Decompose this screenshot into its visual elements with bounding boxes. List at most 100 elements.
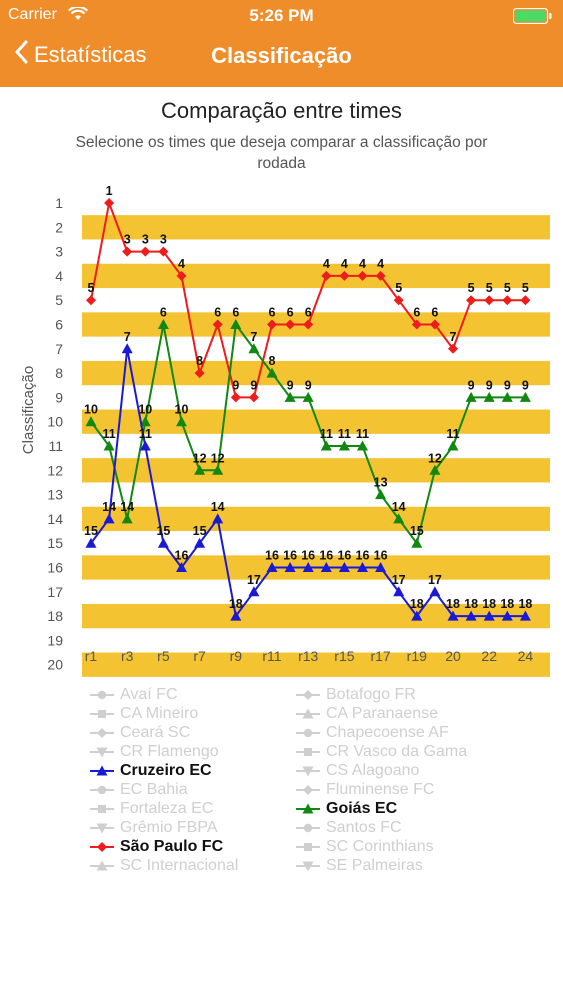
data-label-cruzeiro-ec: 17: [392, 573, 406, 587]
legend-label: SC Corinthians: [326, 837, 434, 855]
legend-marker-icon: [90, 765, 114, 775]
legend-item-ec-bahia[interactable]: EC Bahia: [88, 780, 188, 799]
legend-item-cs-alagoano[interactable]: CS Alagoano: [294, 761, 419, 780]
legend-item-santos-fc[interactable]: Santos FC: [294, 818, 402, 837]
legend-marker-icon: [296, 728, 320, 737]
data-label-s-o-paulo-fc: 4: [359, 257, 366, 271]
team-legend: Avaí FC CA Mineiro Ceará SC CR Flamengo Cruz…: [88, 685, 548, 880]
data-point-goi-s-ec: [357, 440, 368, 451]
legend-item-cr-vasco-da-gama[interactable]: CR Vasco da Gama: [294, 742, 467, 761]
data-label-cruzeiro-ec: 18: [446, 597, 460, 611]
data-point-s-o-paulo-fc: [375, 270, 386, 281]
data-point-cruzeiro-ec: [501, 610, 513, 621]
data-point-s-o-paulo-fc: [502, 295, 513, 306]
chart-band: [82, 458, 550, 483]
chart-subtitle: Selecione os times que deseja comparar a…: [75, 134, 488, 172]
data-point-goi-s-ec: [139, 416, 151, 427]
data-point-goi-s-ec: [302, 391, 314, 402]
legend-item-ca-mineiro[interactable]: CA Mineiro: [88, 704, 198, 723]
data-label-cruzeiro-ec: 18: [500, 597, 514, 611]
data-label-goi-s-ec: 10: [138, 403, 152, 417]
data-label-s-o-paulo-fc: 6: [413, 306, 420, 320]
legend-marker-icon: [90, 804, 114, 813]
data-point-cruzeiro-ec: [139, 440, 151, 451]
data-point-s-o-paulo-fc: [429, 319, 440, 330]
legend-label: Botafogo FR: [326, 685, 416, 703]
data-point-cruzeiro-ec: [230, 610, 242, 621]
x-tick-label: r7: [193, 648, 206, 664]
legend-item-gr-mio-fbpa[interactable]: Grêmio FBPA: [88, 818, 218, 837]
legend-item-cr-flamengo[interactable]: CR Flamengo: [88, 742, 219, 761]
legend-item-se-palmeiras[interactable]: SE Palmeiras: [294, 856, 423, 875]
data-label-cruzeiro-ec: 16: [283, 549, 297, 563]
legend-item-botafogo-fr[interactable]: Botafogo FR: [294, 685, 416, 704]
data-label-cruzeiro-ec: 15: [84, 524, 98, 538]
y-tick-label: 11: [48, 438, 63, 454]
legend-item-s-o-paulo-fc[interactable]: São Paulo FC: [88, 837, 223, 856]
y-tick-label: 9: [55, 389, 63, 405]
data-point-s-o-paulo-fc: [411, 319, 422, 330]
data-label-cruzeiro-ec: 14: [211, 500, 225, 514]
legend-item-ca-paranaense[interactable]: CA Paranaense: [294, 704, 438, 723]
data-point-goi-s-ec: [157, 319, 169, 329]
legend-item-sc-internacional[interactable]: SC Internacional: [88, 856, 238, 875]
legend-item-cear-sc[interactable]: Ceará SC: [88, 723, 190, 742]
x-tick-label: r3: [121, 648, 134, 664]
legend-item-fluminense-fc[interactable]: Fluminense FC: [294, 780, 434, 799]
legend-label: Goiás EC: [326, 799, 398, 817]
data-label-goi-s-ec: 11: [320, 427, 333, 441]
data-point-cruzeiro-ec: [266, 562, 278, 572]
data-point-s-o-paulo-fc: [194, 368, 205, 379]
y-tick-label: 5: [55, 292, 63, 308]
legend-marker-icon: [296, 803, 320, 813]
legend-label: São Paulo FC: [120, 837, 224, 855]
data-point-goi-s-ec: [465, 391, 477, 402]
legend-label: SC Internacional: [120, 856, 239, 874]
data-point-goi-s-ec: [103, 440, 115, 451]
legend-label: Avaí FC: [120, 685, 178, 703]
legend-label: Chapecoense AF: [326, 723, 449, 741]
data-label-s-o-paulo-fc: 6: [431, 306, 438, 320]
data-point-cruzeiro-ec: [284, 562, 296, 572]
legend-marker-icon: [296, 861, 320, 871]
status-bar: Carrier 5:26 PM: [0, 4, 563, 26]
data-label-cruzeiro-ec: 16: [301, 549, 315, 563]
data-point-s-o-paulo-fc: [267, 319, 277, 330]
y-tick-label: 13: [47, 487, 63, 503]
data-label-goi-s-ec: 9: [305, 378, 312, 392]
data-point-s-o-paulo-fc: [230, 392, 241, 403]
data-label-goi-s-ec: 8: [269, 354, 276, 368]
legend-marker-icon: [296, 708, 320, 718]
data-point-goi-s-ec: [393, 513, 405, 524]
legend-item-chapecoense-af[interactable]: Chapecoense AF: [294, 723, 449, 742]
data-point-goi-s-ec: [176, 416, 187, 427]
data-point-cruzeiro-ec: [302, 562, 314, 572]
legend-item-fortaleza-ec[interactable]: Fortaleza EC: [88, 799, 213, 818]
data-label-cruzeiro-ec: 16: [356, 549, 370, 563]
chart-band: [82, 360, 550, 386]
page-title: Classificação: [211, 43, 352, 68]
data-label-goi-s-ec: 9: [504, 378, 511, 392]
carrier-label: Carrier: [8, 6, 57, 23]
x-tick-label: r11: [262, 648, 281, 664]
legend-item-ava-fc[interactable]: Avaí FC: [88, 685, 178, 704]
data-label-s-o-paulo-fc: 9: [250, 378, 257, 392]
wifi-icon: [68, 5, 88, 26]
data-label-goi-s-ec: 11: [446, 427, 459, 441]
data-label-s-o-paulo-fc: 4: [178, 257, 185, 271]
back-button[interactable]: Estatísticas: [14, 40, 146, 69]
legend-item-goi-s-ec[interactable]: Goiás EC: [294, 799, 397, 818]
chevron-left-icon: [14, 40, 28, 69]
data-point-goi-s-ec: [375, 489, 387, 500]
data-point-goi-s-ec: [483, 391, 495, 402]
legend-marker-icon: [90, 841, 114, 852]
data-point-cruzeiro-ec: [212, 513, 224, 524]
legend-item-sc-corinthians[interactable]: SC Corinthians: [294, 837, 434, 856]
data-point-s-o-paulo-fc: [448, 343, 458, 354]
y-tick-label: 18: [47, 608, 63, 624]
data-label-s-o-paulo-fc: 9: [232, 378, 239, 392]
legend-item-cruzeiro-ec[interactable]: Cruzeiro EC: [88, 761, 212, 780]
y-tick-label: 3: [55, 244, 63, 260]
x-tick-label: r19: [407, 648, 427, 664]
data-label-goi-s-ec: 6: [160, 306, 167, 320]
